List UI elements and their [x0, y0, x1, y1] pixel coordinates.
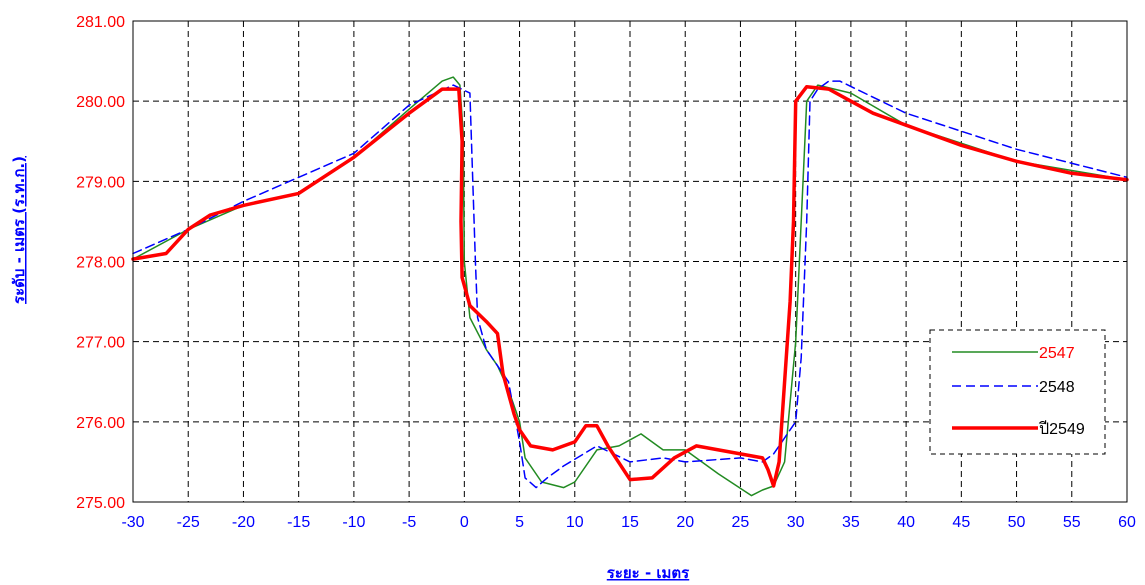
- x-tick-label: -30: [121, 514, 144, 531]
- x-tick-label: 40: [897, 514, 915, 531]
- y-tick-label: 277.00: [76, 335, 125, 352]
- x-tick-label: 45: [952, 514, 970, 531]
- y-tick-label: 276.00: [76, 415, 125, 432]
- series-line-1: [132, 76, 1128, 497]
- y-tick-label: 275.00: [76, 495, 125, 512]
- x-tick-label: -20: [232, 514, 255, 531]
- x-tick-labels: -30 -25 -20 -15 -10 -5 0 5 10 15 20 25 30 35 40 45 50 55 6…: [121, 514, 1136, 531]
- series-layer: [131, 76, 1129, 497]
- x-tick-label: 0: [460, 514, 469, 531]
- x-tick-label: -15: [287, 514, 310, 531]
- legend-label-1: 2547: [1039, 345, 1075, 362]
- x-tick-label: 30: [787, 514, 805, 531]
- plot-area-frame: [132, 20, 1128, 503]
- y-tick-labels: 275.00 276.00 277.00 278.00 279.00 280.00 281.…: [76, 14, 125, 512]
- y-tick-label: 280.00: [76, 94, 125, 111]
- x-tick-label: -25: [177, 514, 200, 531]
- x-tick-label: 10: [566, 514, 584, 531]
- legend-items: 2547 2548 ปี2549: [952, 345, 1085, 438]
- y-axis-title: ระดับ - เมตร (ร.ท.ก.): [10, 156, 28, 304]
- x-tick-label: 60: [1118, 514, 1136, 531]
- legend-box: [929, 329, 1106, 455]
- x-axis-title: ระยะ - เมตร: [607, 564, 690, 582]
- legend-label-2: 2548: [1039, 379, 1075, 396]
- x-tick-label: -5: [402, 514, 416, 531]
- x-tick-label: 55: [1063, 514, 1081, 531]
- legend-label-3: ปี2549: [1039, 420, 1085, 438]
- y-tick-label: 281.00: [76, 14, 125, 31]
- x-tick-label: 50: [1008, 514, 1026, 531]
- y-tick-label: 279.00: [76, 174, 125, 191]
- legend: 2547 2548 ปี2549: [929, 329, 1106, 455]
- x-tick-label: -10: [342, 514, 365, 531]
- x-tick-label: 5: [515, 514, 524, 531]
- x-tick-label: 25: [732, 514, 750, 531]
- x-tick-label: 35: [842, 514, 860, 531]
- x-tick-label: 20: [676, 514, 694, 531]
- x-tick-label: 15: [621, 514, 639, 531]
- y-tick-label: 278.00: [76, 255, 125, 272]
- series-line-3: [131, 84, 1129, 488]
